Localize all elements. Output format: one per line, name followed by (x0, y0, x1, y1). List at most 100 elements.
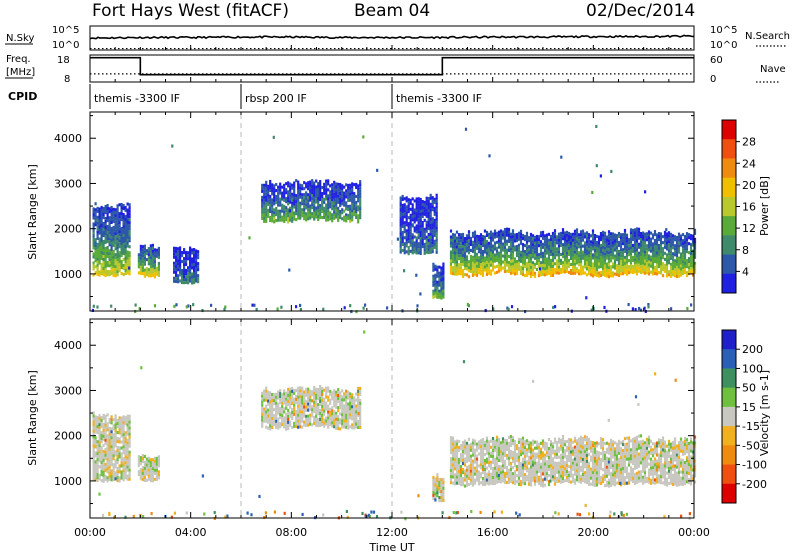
power-data-cell (96, 242, 99, 246)
power-data-cell (689, 243, 693, 247)
velocity-data-cell (297, 410, 300, 414)
power-data-cell (533, 265, 537, 269)
velocity-data-cell (102, 416, 105, 420)
power-data-cell (299, 207, 302, 211)
power-data-cell (124, 244, 127, 248)
power-data-cell (309, 213, 312, 217)
velocity-data-cell (263, 413, 266, 417)
velocity-data-cell (287, 390, 290, 394)
power-data-cell (281, 185, 284, 189)
velocity-data-cell (124, 416, 127, 420)
velocity-data-cell (305, 399, 308, 403)
power-data-cell (431, 199, 434, 203)
power-data-cell (581, 244, 585, 248)
power-data-cell (585, 237, 589, 241)
power-data-cell (116, 216, 119, 220)
velocity-data-cell (269, 427, 272, 431)
velocity-data-cell (485, 457, 489, 461)
power-data-cell (641, 270, 645, 274)
colorbar-segment (722, 177, 736, 198)
power-data-cell (615, 246, 619, 250)
power-data-cell (429, 226, 432, 230)
velocity-data-cell (451, 436, 455, 440)
power-data-cell (315, 209, 318, 213)
velocity-data-cell (120, 452, 123, 456)
velocity-data-cell (275, 416, 278, 420)
power-data-cell (453, 233, 457, 237)
velocity-data-cell (489, 445, 493, 449)
power-data-cell (529, 259, 533, 263)
power-data-cell (124, 217, 127, 221)
power-data-cell (94, 250, 97, 254)
velocity-data-cell (279, 416, 282, 420)
power-data-cell (581, 229, 585, 233)
power-data-cell (271, 210, 274, 214)
power-data-cell (587, 254, 591, 258)
power-data-cell (691, 240, 695, 244)
velocity-data-cell (519, 444, 523, 448)
power-data-cell (118, 215, 121, 219)
velocity-data-cell (100, 440, 103, 444)
velocity-data-cell (287, 402, 290, 406)
velocity-data-cell (501, 446, 505, 450)
power-data-cell (559, 270, 563, 274)
power-data-cell (679, 264, 683, 268)
power-data-cell (313, 196, 316, 200)
velocity-data-cell (122, 472, 125, 476)
power-data-cell (415, 251, 418, 255)
power-data-cell (112, 243, 115, 247)
velocity-data-cell (157, 464, 160, 468)
power-data-cell (661, 247, 665, 251)
power-data-cell (469, 257, 473, 261)
power-data-cell (291, 198, 294, 202)
power-scatter-cell (560, 155, 563, 159)
power-data-cell (263, 195, 266, 199)
power-data-cell (309, 204, 312, 208)
power-data-cell (691, 264, 695, 268)
velocity-data-cell (265, 395, 268, 399)
velocity-data-cell (98, 447, 101, 451)
velocity-data-cell (339, 418, 342, 422)
power-data-cell (189, 258, 192, 262)
power-data-cell (577, 260, 581, 264)
power-data-cell (277, 197, 280, 201)
velocity-data-cell (432, 478, 435, 482)
velocity-data-cell (483, 459, 487, 463)
power-data-cell (573, 253, 577, 257)
power-scatter-cell (386, 306, 389, 310)
power-data-cell (407, 201, 410, 205)
power-data-cell (118, 221, 121, 225)
velocity-data-cell (491, 482, 495, 486)
velocity-data-cell (436, 485, 439, 489)
velocity-data-cell (495, 447, 499, 451)
velocity-data-cell (497, 473, 501, 477)
velocity-data-cell (453, 449, 457, 453)
power-data-cell (603, 231, 607, 235)
power-data-cell (433, 206, 436, 210)
power-data-cell (567, 231, 571, 235)
velocity-data-cell (98, 477, 101, 481)
power-data-cell (116, 267, 119, 271)
power-data-cell (319, 195, 322, 199)
velocity-data-cell (261, 397, 264, 401)
velocity-data-cell (128, 423, 131, 427)
velocity-data-cell (465, 459, 469, 463)
power-data-cell (591, 229, 595, 233)
power-data-cell (331, 189, 334, 193)
power-scatter-cell (670, 307, 673, 311)
power-data-cell (333, 198, 336, 202)
power-scatter-cell (492, 307, 495, 311)
power-data-cell (565, 242, 569, 246)
power-data-cell (110, 244, 113, 248)
power-scatter-cell (647, 303, 650, 307)
power-data-cell (557, 241, 561, 245)
power-scatter-cell (187, 304, 190, 308)
velocity-data-cell (106, 461, 109, 465)
velocity-data-cell (295, 418, 298, 422)
power-data-cell (455, 248, 459, 252)
velocity-data-cell (471, 438, 475, 442)
power-data-cell (587, 272, 591, 276)
velocity-data-cell (94, 469, 97, 473)
power-data-cell (323, 185, 326, 189)
power-data-cell (617, 264, 621, 268)
